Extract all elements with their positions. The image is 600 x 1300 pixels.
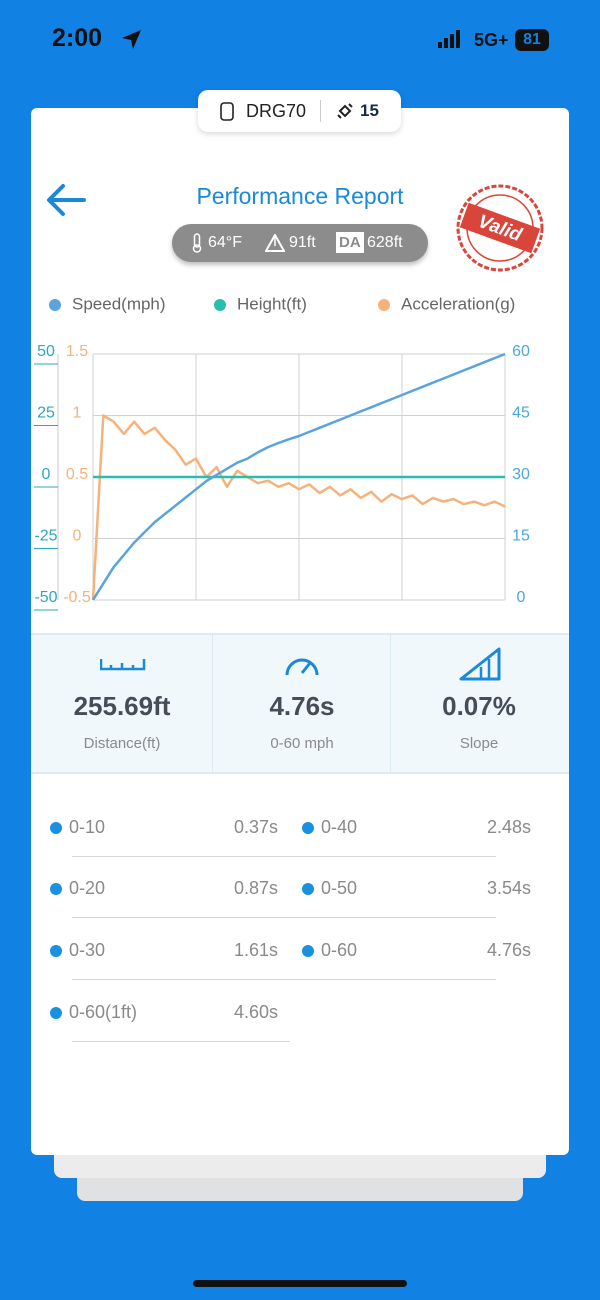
split-label: 0-60 (321, 940, 358, 960)
performance-chart: Speed(mph) Height(ft) Acceleration(g) -50 -2… (34, 294, 530, 611)
home-indicator (193, 1280, 407, 1287)
legend-label: Acceleration(g) (401, 294, 515, 313)
satellite-icon (337, 103, 353, 119)
split-label: 0-30 (69, 940, 106, 960)
temperature: 64°F (208, 234, 242, 251)
stat-label: Slope (459, 735, 499, 752)
stat-value: 0.07% (442, 691, 516, 721)
device-pill[interactable]: DRG70 15 (198, 90, 401, 132)
status-time: 2:00 (52, 24, 103, 52)
split-dot (302, 822, 314, 834)
series-line (91, 352, 506, 601)
split-label: 0-50 (321, 878, 358, 898)
split-time: 4.76s (486, 940, 531, 960)
location-icon (122, 30, 141, 49)
y-tick-label: 0 (42, 466, 51, 483)
split-dot (50, 1007, 62, 1019)
split-divider (72, 856, 496, 857)
signal-icon (438, 30, 460, 48)
device-name: DRG70 (246, 101, 307, 121)
split-divider (72, 917, 496, 918)
legend-label: Height(ft) (237, 294, 307, 313)
altitude: 91ft (289, 234, 316, 251)
y3-tick-label: 0 (73, 528, 82, 545)
thermometer-icon (192, 233, 202, 253)
battery-level: 81 (515, 29, 549, 51)
split-divider (72, 1041, 290, 1042)
report-card (31, 108, 569, 1155)
gauge-icon (285, 658, 319, 676)
stat-label: 0-60 mph (270, 735, 334, 752)
divider (390, 635, 391, 772)
valid-stamp: Valid (456, 184, 544, 272)
y3-tick-label: 1.5 (66, 343, 88, 360)
split-time: 1.61s (233, 940, 278, 960)
da-badge: DA (336, 232, 364, 253)
altitude-icon (265, 234, 285, 252)
stat-label: Distance(ft) (83, 735, 161, 752)
legend-marker (378, 299, 390, 311)
y-tick-label: 50 (37, 343, 55, 360)
split-label: 0-40 (321, 817, 358, 837)
split-time: 3.54s (486, 878, 531, 898)
split-label: 0-10 (69, 817, 106, 837)
split-dot (50, 883, 62, 895)
split-time: 0.87s (233, 878, 278, 898)
split-divider (72, 979, 496, 980)
y2-tick-label: 0 (517, 589, 526, 606)
split-time: 4.60s (233, 1002, 278, 1022)
split-dot (50, 945, 62, 957)
y-tick-label: -50 (34, 589, 57, 606)
split-dot (50, 822, 62, 834)
stat-value: 4.76s (269, 691, 335, 721)
network-label: 5G+ (474, 30, 509, 50)
ruler-icon (100, 659, 146, 671)
back-button[interactable] (44, 182, 88, 218)
legend-label: Speed(mph) (72, 294, 166, 313)
legend-marker (214, 299, 226, 311)
stat-value: 255.69ft (73, 691, 171, 721)
slope-icon (459, 647, 501, 681)
split-dot (302, 883, 314, 895)
density-altitude: 628ft (367, 234, 403, 251)
split-time: 0.37s (233, 817, 278, 837)
y3-tick-label: 1 (73, 405, 82, 422)
page-title: Performance Report (196, 183, 404, 209)
device-icon (220, 102, 234, 121)
y2-tick-label: 45 (512, 405, 530, 422)
y3-tick-label: -0.5 (63, 589, 91, 606)
split-label: 0-60(1ft) (69, 1002, 138, 1022)
split-time: 2.48s (486, 817, 531, 837)
legend-marker (49, 299, 61, 311)
divider (212, 635, 213, 772)
y-tick-label: 25 (37, 405, 55, 422)
divider (320, 100, 321, 122)
conditions-pill: 64°F 91ft DA 628ft (172, 224, 428, 262)
stats-panel: 255.69ft Distance(ft) 4.76s 0-60 mph 0.07% Sl… (31, 633, 569, 774)
split-label: 0-20 (69, 878, 106, 898)
y-tick-label: -25 (34, 528, 57, 545)
y2-tick-label: 30 (512, 466, 530, 483)
y2-tick-label: 60 (512, 343, 530, 360)
y2-tick-label: 15 (512, 528, 530, 545)
satellite-count: 15 (360, 101, 379, 120)
split-dot (302, 945, 314, 957)
y3-tick-label: 0.5 (66, 466, 88, 483)
series-line (91, 414, 506, 601)
